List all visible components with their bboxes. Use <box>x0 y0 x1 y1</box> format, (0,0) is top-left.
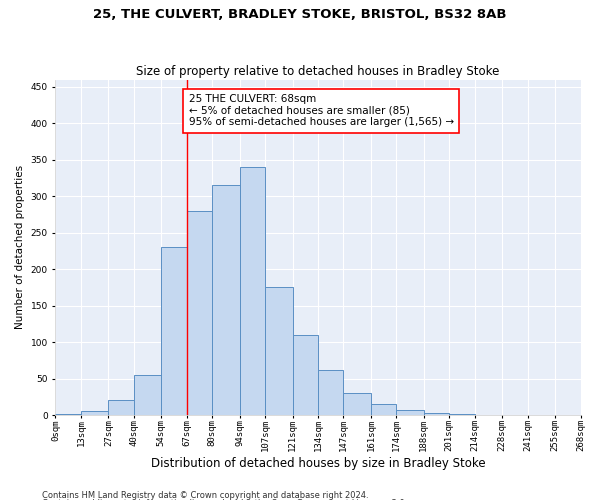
Y-axis label: Number of detached properties: Number of detached properties <box>15 166 25 330</box>
Text: Contains HM Land Registry data © Crown copyright and database right 2024.: Contains HM Land Registry data © Crown c… <box>42 490 368 500</box>
Text: 25 THE CULVERT: 68sqm
← 5% of detached houses are smaller (85)
95% of semi-detac: 25 THE CULVERT: 68sqm ← 5% of detached h… <box>188 94 454 128</box>
Bar <box>371 404 397 415</box>
Text: 25, THE CULVERT, BRADLEY STOKE, BRISTOL, BS32 8AB: 25, THE CULVERT, BRADLEY STOKE, BRISTOL,… <box>93 8 507 20</box>
Bar <box>109 400 134 415</box>
Bar <box>161 248 187 415</box>
Bar <box>293 335 318 415</box>
Bar <box>187 211 212 415</box>
Bar <box>239 167 265 415</box>
Title: Size of property relative to detached houses in Bradley Stoke: Size of property relative to detached ho… <box>136 66 500 78</box>
Bar <box>318 370 343 415</box>
Bar <box>81 412 109 415</box>
Bar <box>343 393 371 415</box>
Bar <box>424 413 449 415</box>
Bar <box>397 410 424 415</box>
Text: Contains public sector information licensed under the Open Government Licence v3: Contains public sector information licen… <box>42 499 407 500</box>
X-axis label: Distribution of detached houses by size in Bradley Stoke: Distribution of detached houses by size … <box>151 457 485 470</box>
Bar <box>212 186 239 415</box>
Bar <box>265 288 293 415</box>
Bar <box>134 375 161 415</box>
Bar <box>55 414 81 415</box>
Bar <box>449 414 475 415</box>
